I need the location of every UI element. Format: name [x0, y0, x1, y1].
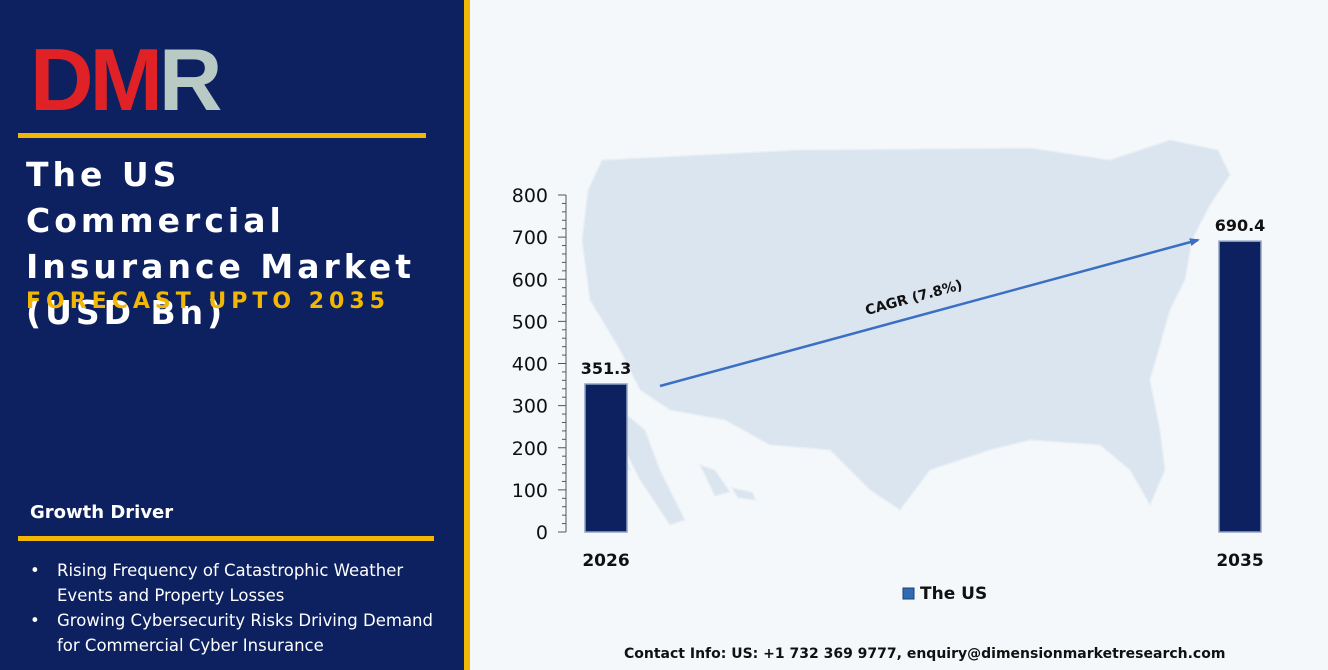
data-label: 351.3 — [581, 359, 632, 378]
y-tick-label: 600 — [512, 269, 548, 291]
y-tick-label: 300 — [512, 396, 548, 418]
title-line-2: Insurance Market — [26, 247, 415, 286]
list-item: • Growing Cybersecurity Risks Driving Dem… — [30, 608, 450, 658]
legend-swatch — [902, 587, 915, 600]
bar-2026 — [584, 383, 628, 533]
logo-letter-d: D — [30, 30, 94, 129]
y-tick-label: 100 — [512, 480, 548, 502]
driver-text: Rising Frequency of Catastrophic Weather… — [57, 561, 404, 605]
us-map-background — [581, 139, 1231, 526]
y-tick-label: 0 — [536, 522, 548, 544]
gold-divider-top — [18, 133, 426, 138]
x-tick-label: 2026 — [582, 551, 629, 571]
page-title: The US Commercial Insurance Market (USD … — [26, 152, 446, 336]
x-tick-label: 2035 — [1216, 551, 1263, 571]
y-tick-label: 200 — [512, 438, 548, 460]
bullet-icon: • — [30, 561, 40, 580]
gold-vertical-divider — [464, 0, 470, 670]
bar-2035 — [1218, 240, 1262, 533]
bar-chart: 0 100 200 300 400 500 600 700 800 351.3 2026 690.4… — [512, 139, 1266, 604]
logo-letter-m: M — [89, 30, 163, 129]
chart-area: 0 100 200 300 400 500 600 700 800 351.3 2026 690.4… — [470, 0, 1328, 670]
y-tick-label: 500 — [512, 311, 548, 333]
bullet-icon: • — [30, 611, 40, 630]
logo-letter-r: R — [158, 30, 223, 129]
growth-driver-list: • Rising Frequency of Catastrophic Weathe… — [30, 558, 450, 658]
gold-divider-bottom — [18, 536, 434, 541]
driver-text: Growing Cybersecurity Risks Driving Dema… — [57, 611, 433, 655]
left-panel: DMR The US Commercial Insurance Market (… — [0, 0, 464, 670]
growth-driver-heading: Growth Driver — [30, 502, 174, 523]
title-line-1: The US Commercial — [26, 155, 285, 240]
y-tick-label: 700 — [512, 227, 548, 249]
cagr-arrow — [659, 238, 1200, 388]
data-label: 690.4 — [1215, 216, 1266, 235]
legend-label: The US — [920, 584, 987, 604]
contact-info: Contact Info: US: +1 732 369 9777, enqui… — [624, 646, 1226, 662]
page-subtitle: FORECAST UPTO 2035 — [26, 289, 390, 314]
y-tick-label: 400 — [512, 354, 548, 376]
dmr-logo: DMR — [30, 36, 240, 124]
list-item: • Rising Frequency of Catastrophic Weathe… — [30, 558, 450, 608]
y-tick-label: 800 — [512, 185, 548, 207]
title-line-3: (USD Bn) — [26, 293, 227, 332]
